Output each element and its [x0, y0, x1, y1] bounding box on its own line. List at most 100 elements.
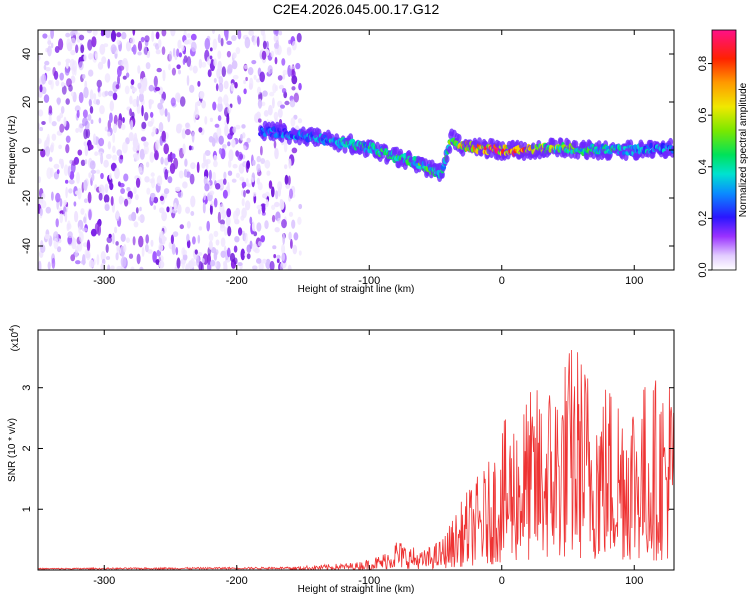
- noise-blob: [122, 75, 127, 80]
- signal-halo: [573, 140, 579, 149]
- noise-blob: [196, 255, 200, 267]
- noise-blob: [196, 100, 201, 107]
- noise-blob: [89, 89, 94, 101]
- noise-blob: [60, 81, 65, 87]
- noise-blob: [269, 91, 275, 97]
- noise-blob: [244, 232, 248, 244]
- noise-blob: [282, 69, 288, 76]
- noise-blob: [112, 81, 119, 93]
- noise-blob: [281, 243, 286, 255]
- colorbar-tick-label: 0.8: [697, 56, 709, 71]
- noise-blob: [52, 66, 56, 77]
- noise-blob: [116, 265, 123, 270]
- noise-blob: [279, 263, 284, 270]
- noise-blob: [162, 235, 166, 245]
- noise-blob: [277, 108, 283, 118]
- noise-blob: [188, 145, 192, 151]
- noise-blob: [235, 47, 241, 55]
- noise-blob: [131, 87, 137, 93]
- noise-blob: [181, 128, 186, 139]
- noise-blob: [210, 259, 216, 267]
- noise-blob: [68, 179, 75, 185]
- noise-blob: [147, 50, 151, 56]
- noise-blob: [151, 31, 155, 42]
- noise-blob: [227, 226, 232, 237]
- noise-blob: [246, 160, 250, 170]
- noise-blob: [243, 190, 246, 198]
- noise-blob: [152, 251, 157, 263]
- noise-blob: [75, 190, 80, 195]
- noise-blob: [258, 118, 262, 123]
- noise-blob: [292, 244, 298, 255]
- noise-blob: [255, 258, 262, 264]
- noise-blob: [150, 172, 155, 177]
- noise-blob: [158, 122, 164, 133]
- noise-blob: [138, 92, 144, 103]
- noise-blob: [157, 102, 163, 110]
- noise-blob: [110, 196, 114, 206]
- noise-blob: [209, 55, 213, 60]
- noise-blob: [272, 97, 275, 109]
- noise-blob: [244, 36, 251, 49]
- noise-blob: [261, 101, 266, 107]
- noise-blob: [213, 78, 217, 83]
- noise-blob: [176, 64, 181, 70]
- noise-blob: [231, 178, 237, 183]
- noise-blob: [227, 64, 233, 73]
- noise-blob: [172, 47, 176, 58]
- noise-blob: [241, 124, 246, 129]
- noise-blob: [177, 204, 182, 215]
- noise-blob: [139, 214, 145, 224]
- noise-blob: [225, 30, 229, 41]
- noise-blob: [182, 143, 186, 155]
- noise-blob: [213, 251, 218, 261]
- noise-blob: [224, 124, 229, 137]
- noise-blob: [50, 30, 54, 40]
- noise-blob: [252, 265, 258, 270]
- noise-blob: [137, 82, 142, 90]
- noise-blob: [47, 45, 52, 57]
- noise-blob: [159, 195, 164, 201]
- snr-y-label: SNR (10 * v/v): [7, 418, 18, 482]
- noise-blob: [57, 246, 62, 253]
- noise-blob: [41, 73, 47, 85]
- noise-blob: [48, 156, 53, 162]
- noise-blob: [197, 80, 201, 87]
- noise-blob: [120, 123, 126, 131]
- noise-blob: [226, 50, 231, 58]
- noise-blob: [40, 244, 46, 253]
- noise-blob: [74, 105, 81, 112]
- noise-blob: [222, 189, 228, 199]
- noise-blob: [64, 67, 70, 76]
- noise-blob: [45, 206, 51, 214]
- noise-blob: [168, 63, 171, 71]
- noise-blob: [155, 49, 161, 55]
- noise-blob: [138, 166, 143, 173]
- noise-blob: [130, 79, 135, 86]
- noise-blob: [243, 79, 247, 85]
- snr-x-tick-label: 0: [499, 575, 505, 587]
- noise-blob: [287, 264, 292, 270]
- noise-blob: [107, 58, 111, 69]
- noise-blob: [39, 207, 43, 217]
- noise-blob: [275, 190, 279, 200]
- noise-blob: [61, 85, 67, 95]
- noise-blob: [274, 227, 280, 233]
- noise-blob: [135, 194, 139, 201]
- noise-blob: [73, 201, 77, 207]
- noise-blob: [63, 164, 69, 176]
- noise-blob: [272, 245, 277, 250]
- snr-plot-area: [38, 330, 674, 570]
- noise-blob: [48, 114, 52, 124]
- noise-blob: [153, 75, 158, 88]
- noise-blob: [215, 83, 219, 92]
- noise-blob: [197, 252, 203, 256]
- noise-blob: [260, 158, 266, 164]
- noise-blob: [75, 128, 79, 133]
- noise-blob: [104, 90, 109, 97]
- noise-blob: [74, 211, 79, 223]
- noise-blob: [223, 171, 227, 180]
- noise-blob: [139, 148, 145, 160]
- noise-blob: [227, 247, 231, 258]
- noise-blob: [282, 73, 286, 80]
